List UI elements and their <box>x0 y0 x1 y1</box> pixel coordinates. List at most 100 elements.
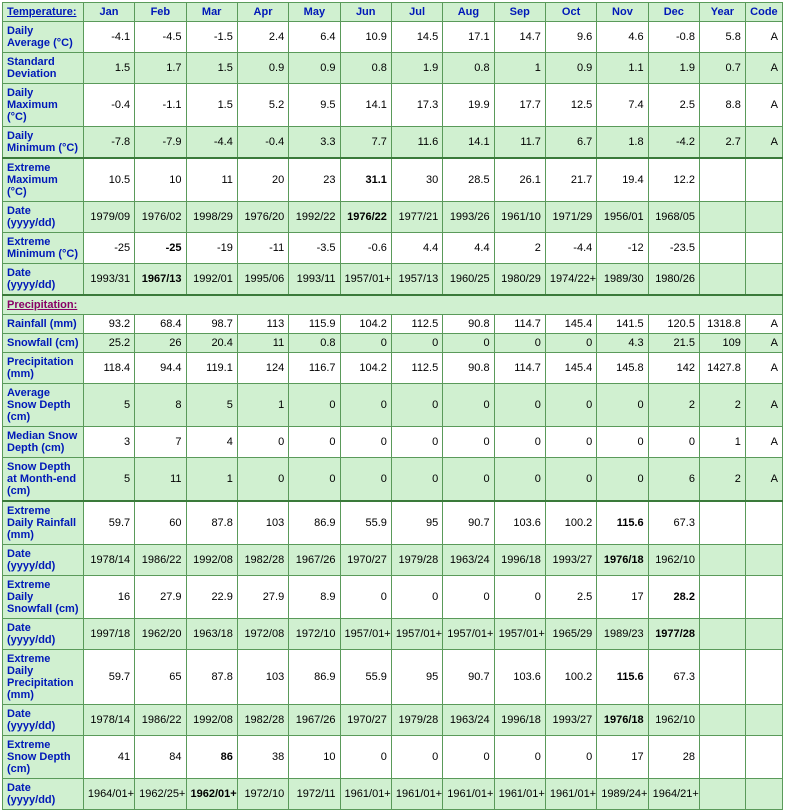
data-cell: 1993/11 <box>289 264 340 296</box>
data-cell: 26 <box>135 334 186 353</box>
data-cell: 0 <box>494 427 545 458</box>
data-cell: -25 <box>83 233 134 264</box>
data-cell: 1989/30 <box>597 264 648 296</box>
row-label: Snow Depth at Month-end (cm) <box>3 458 84 502</box>
data-cell: 17 <box>597 576 648 619</box>
data-cell: 90.7 <box>443 501 494 545</box>
data-cell: 17 <box>597 736 648 779</box>
data-cell: 2 <box>699 458 745 502</box>
data-cell <box>745 736 782 779</box>
data-cell: 55.9 <box>340 650 391 705</box>
row-label: Date (yyyy/dd) <box>3 779 84 810</box>
data-cell: -1.5 <box>186 22 237 53</box>
row-label: Date (yyyy/dd) <box>3 619 84 650</box>
data-cell: 59.7 <box>83 501 134 545</box>
data-cell: -25 <box>135 233 186 264</box>
data-cell: 0.9 <box>545 53 596 84</box>
data-cell: 103 <box>237 650 288 705</box>
data-cell: 145.4 <box>545 353 596 384</box>
data-cell: 104.2 <box>340 315 391 334</box>
data-cell: 7 <box>135 427 186 458</box>
data-cell: 6.4 <box>289 22 340 53</box>
data-cell: 100.2 <box>545 501 596 545</box>
data-cell: 1976/18 <box>597 545 648 576</box>
data-cell: 1972/11 <box>289 779 340 810</box>
row-label: Date (yyyy/dd) <box>3 545 84 576</box>
data-cell: 1974/22+ <box>545 264 596 296</box>
row-label: Snowfall (cm) <box>3 334 84 353</box>
data-cell: 1970/27 <box>340 545 391 576</box>
data-cell: 9.5 <box>289 84 340 127</box>
data-cell: 1993/26 <box>443 202 494 233</box>
data-cell: 1961/01+ <box>443 779 494 810</box>
data-cell: A <box>745 353 782 384</box>
data-cell: 0 <box>391 458 442 502</box>
data-cell <box>745 779 782 810</box>
data-cell <box>699 619 745 650</box>
data-cell: A <box>745 427 782 458</box>
data-cell: 0 <box>494 458 545 502</box>
data-cell: 8.9 <box>289 576 340 619</box>
data-cell: 12.5 <box>545 84 596 127</box>
data-cell: 1978/14 <box>83 545 134 576</box>
row-label: Average Snow Depth (cm) <box>3 384 84 427</box>
data-cell: 86.9 <box>289 650 340 705</box>
data-cell: 1992/08 <box>186 705 237 736</box>
data-cell: 0 <box>391 736 442 779</box>
column-header: Dec <box>648 3 699 22</box>
data-cell: -11 <box>237 233 288 264</box>
data-cell: 103.6 <box>494 650 545 705</box>
data-cell: 1 <box>237 384 288 427</box>
data-cell: 1964/01+ <box>83 779 134 810</box>
column-header: May <box>289 3 340 22</box>
data-cell: 1.8 <box>597 127 648 159</box>
data-cell: 0 <box>340 458 391 502</box>
data-cell: 41 <box>83 736 134 779</box>
data-cell: -4.4 <box>545 233 596 264</box>
data-cell: 1957/01+ <box>340 264 391 296</box>
data-cell: A <box>745 53 782 84</box>
data-cell: 0.8 <box>443 53 494 84</box>
data-cell: 145.4 <box>545 315 596 334</box>
data-cell: 0 <box>391 427 442 458</box>
data-cell: 38 <box>237 736 288 779</box>
data-cell: -4.5 <box>135 22 186 53</box>
data-cell: 12.2 <box>648 158 699 202</box>
row-label: Extreme Daily Rainfall (mm) <box>3 501 84 545</box>
data-cell: 23 <box>289 158 340 202</box>
data-cell: -0.4 <box>83 84 134 127</box>
data-cell: 86 <box>186 736 237 779</box>
data-cell: 0 <box>597 458 648 502</box>
data-cell: 27.9 <box>237 576 288 619</box>
data-cell <box>699 501 745 545</box>
data-cell: 0.7 <box>699 53 745 84</box>
data-cell: 1956/01 <box>597 202 648 233</box>
data-cell: 28.5 <box>443 158 494 202</box>
data-cell: 1977/28 <box>648 619 699 650</box>
data-cell: 10 <box>289 736 340 779</box>
data-cell: 1961/01+ <box>494 779 545 810</box>
data-cell: 1970/27 <box>340 705 391 736</box>
data-cell: 11.6 <box>391 127 442 159</box>
data-cell: -4.4 <box>186 127 237 159</box>
data-cell: 0 <box>237 427 288 458</box>
row-label: Date (yyyy/dd) <box>3 202 84 233</box>
data-cell: 1989/23 <box>597 619 648 650</box>
data-cell: 3 <box>83 427 134 458</box>
data-cell: 116.7 <box>289 353 340 384</box>
data-cell: 17.3 <box>391 84 442 127</box>
data-cell <box>745 264 782 296</box>
data-cell: -23.5 <box>648 233 699 264</box>
data-cell <box>699 736 745 779</box>
row-label: Rainfall (mm) <box>3 315 84 334</box>
data-cell: 1957/01+ <box>340 619 391 650</box>
data-cell: 1972/10 <box>289 619 340 650</box>
data-cell <box>745 545 782 576</box>
data-cell: 0 <box>289 458 340 502</box>
data-cell: 1957/01+ <box>494 619 545 650</box>
data-cell: 0 <box>391 576 442 619</box>
data-cell <box>745 233 782 264</box>
data-cell: 1979/28 <box>391 545 442 576</box>
data-cell: 5 <box>83 384 134 427</box>
data-cell: 1968/05 <box>648 202 699 233</box>
